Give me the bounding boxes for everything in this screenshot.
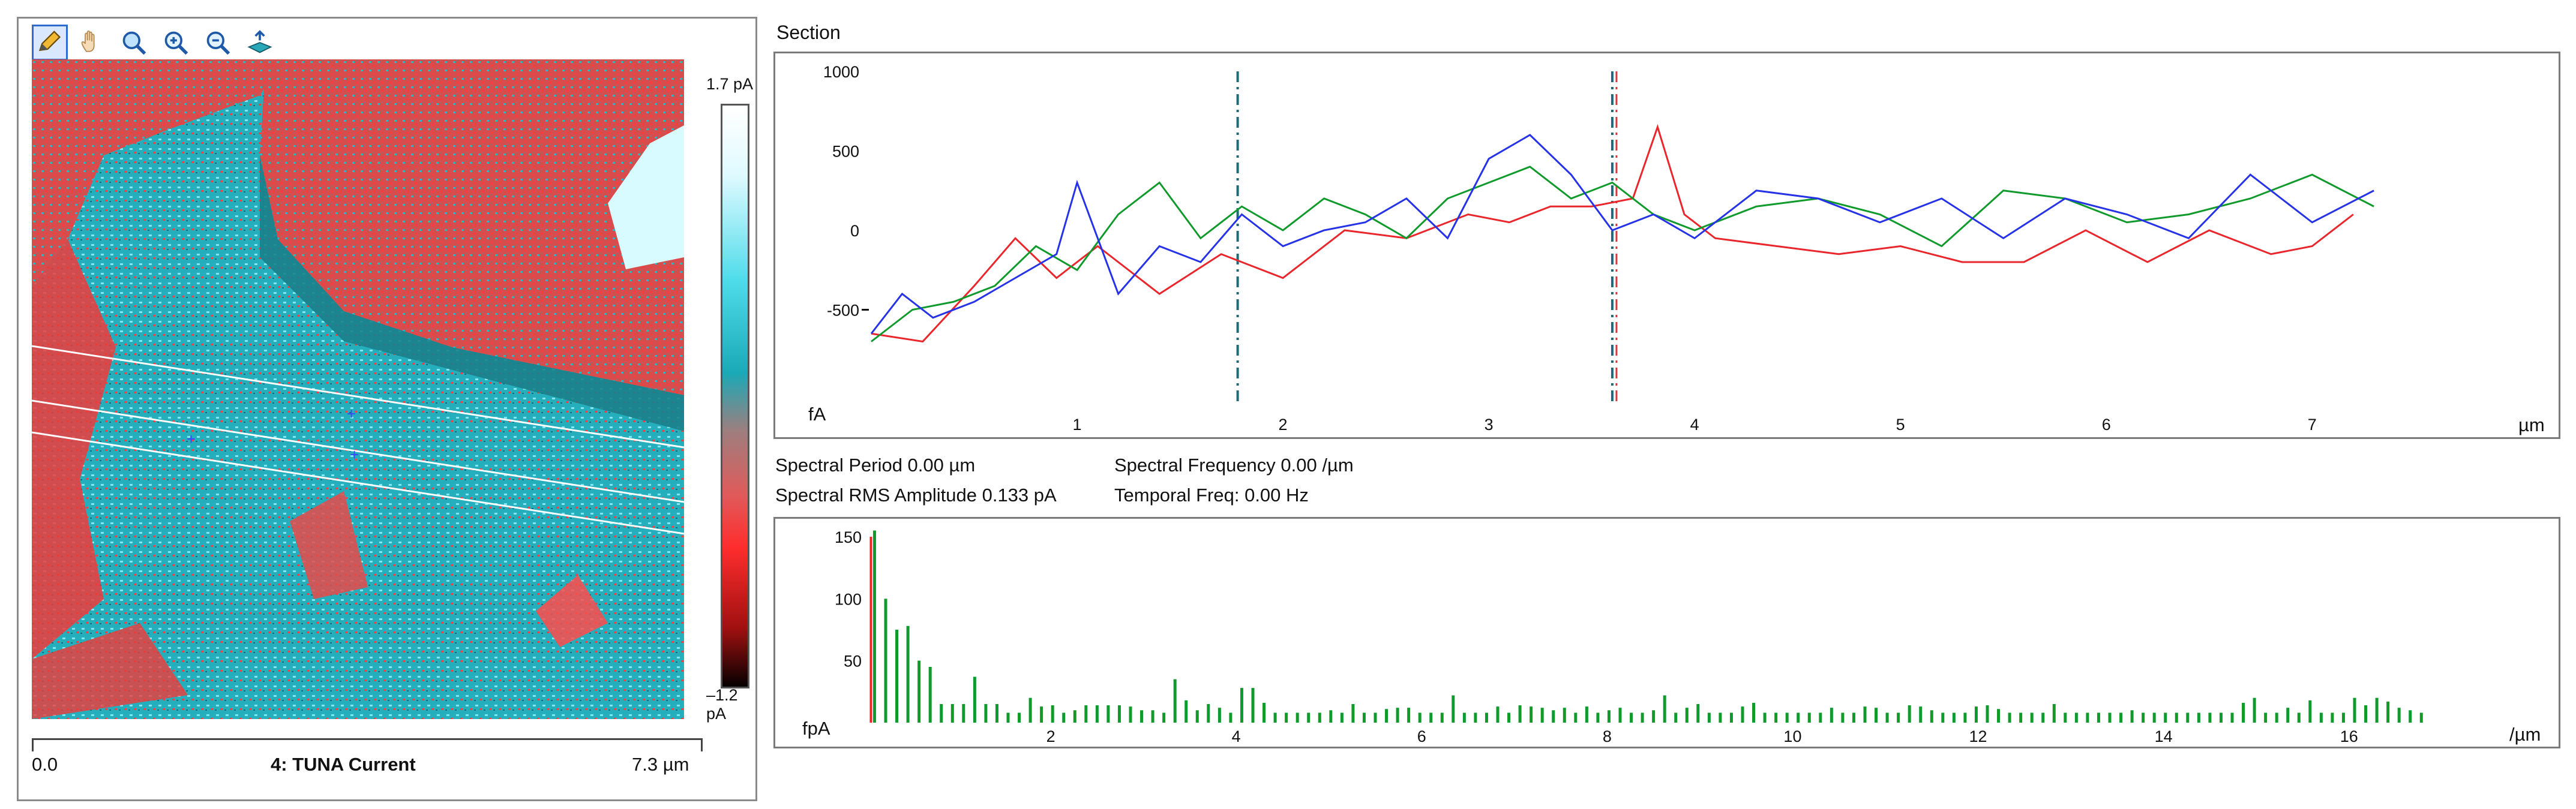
scale-end-label: 7.3 µm bbox=[632, 754, 689, 775]
x-tick-label: 4 bbox=[1690, 416, 1699, 434]
x-axis-label: /µm bbox=[2509, 724, 2541, 745]
spectrum-chart-frame: 150 100 50 2 4 6 8 10 12 14 16 fpA/µm bbox=[773, 517, 2560, 748]
temporal-frequency: Temporal Freq: 0.00 Hz bbox=[1114, 485, 1309, 506]
pencil-icon bbox=[38, 31, 61, 52]
section-title: Section bbox=[776, 22, 841, 43]
spectral-period: Spectral Period 0.00 µm bbox=[775, 455, 976, 476]
zoom-out-button[interactable] bbox=[200, 25, 236, 61]
colorbar-max-label: 1.7 pA bbox=[706, 75, 754, 93]
x-tick-label: 8 bbox=[1603, 727, 1612, 745]
x-tick-label: 6 bbox=[1417, 727, 1426, 745]
y-tick-label: 500 bbox=[832, 143, 859, 161]
section-chart-frame: 1000 500 0 -500 1 2 3 4 5 6 7 fA µm bbox=[773, 52, 2560, 439]
x-tick-label: 2 bbox=[1279, 416, 1288, 434]
x-tick-label: 14 bbox=[2155, 727, 2173, 745]
x-tick-label: 6 bbox=[2102, 416, 2111, 434]
y-tick-label: -500 bbox=[827, 302, 859, 320]
cursor-marker-3: + bbox=[350, 446, 359, 464]
color-scale-bar bbox=[721, 104, 749, 688]
colorbar-min-label: –1.2 pA bbox=[706, 686, 738, 723]
colorbar-min-value: 1.2 pA bbox=[706, 686, 738, 723]
pencil-tool-button[interactable] bbox=[32, 25, 68, 61]
x-tick-label: 4 bbox=[1232, 727, 1241, 745]
tuna-current-image[interactable]: + + + bbox=[32, 59, 684, 719]
y-tick-label: 150 bbox=[835, 528, 862, 546]
zoom-icon bbox=[122, 31, 146, 55]
spectral-frequency: Spectral Frequency 0.00 /µm bbox=[1114, 455, 1354, 476]
cursor-marker-2: + bbox=[347, 405, 356, 423]
x-tick-label: 2 bbox=[1046, 727, 1055, 745]
zoom-tool-button[interactable] bbox=[116, 25, 152, 61]
image-title: 4: TUNA Current bbox=[271, 754, 416, 775]
zoom-in-button[interactable] bbox=[158, 25, 194, 61]
image-toolbar bbox=[32, 25, 278, 63]
section-profile-chart[interactable]: 1000 500 0 -500 1 2 3 4 5 6 7 fA µm bbox=[775, 53, 2559, 437]
spectral-rms-amplitude: Spectral RMS Amplitude 0.133 pA bbox=[775, 485, 1057, 506]
x-tick-label: 16 bbox=[2340, 727, 2358, 745]
hand-tool-button[interactable] bbox=[74, 25, 110, 61]
hand-icon bbox=[81, 30, 95, 52]
x-tick-label: 10 bbox=[1783, 727, 1801, 745]
image-panel: + + + 1.7 pA –1.2 pA 0.0 4: TUNA Current… bbox=[17, 17, 757, 801]
y-tick-label: 1000 bbox=[823, 63, 859, 81]
x-tick-label: 3 bbox=[1485, 416, 1494, 434]
tilt-tool-button[interactable] bbox=[242, 25, 278, 61]
y-axis-label: fA bbox=[808, 404, 826, 425]
y-tick-label: 0 bbox=[850, 222, 859, 240]
tilt-icon bbox=[247, 30, 272, 53]
x-tick-label: 12 bbox=[1969, 727, 1987, 745]
spectrum-bar-chart[interactable]: 150 100 50 2 4 6 8 10 12 14 16 fpA/µm bbox=[775, 519, 2559, 747]
y-tick-label: 50 bbox=[844, 652, 862, 670]
cursor-marker-1: + bbox=[187, 430, 196, 448]
x-tick-label: 7 bbox=[2308, 416, 2317, 434]
y-axis-label: fpA bbox=[802, 718, 830, 739]
series-line-green bbox=[871, 166, 2374, 342]
scale-bar bbox=[32, 738, 703, 751]
x-tick-label: 1 bbox=[1073, 416, 1082, 434]
zoom-in-icon bbox=[164, 31, 188, 55]
series-line-blue bbox=[870, 134, 2374, 335]
x-tick-label: 5 bbox=[1896, 416, 1905, 434]
x-axis-label: µm bbox=[2518, 414, 2545, 435]
scale-start-label: 0.0 bbox=[32, 754, 58, 775]
y-tick-label: 100 bbox=[835, 590, 862, 608]
zoom-out-icon bbox=[206, 31, 230, 55]
